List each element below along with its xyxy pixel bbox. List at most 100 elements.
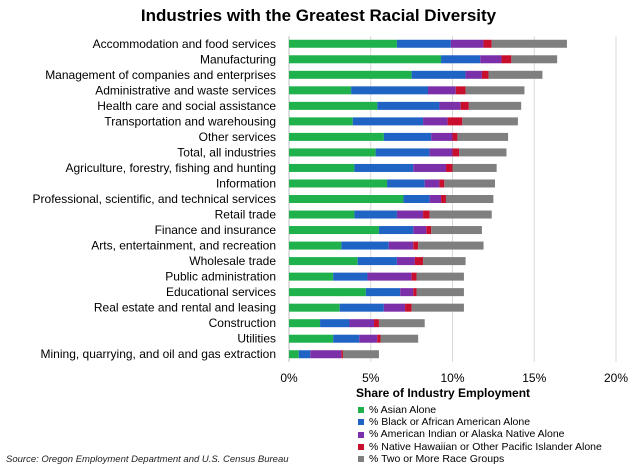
source-note: Source: Oregon Employment Department and… (6, 454, 289, 465)
bar-segment (431, 132, 453, 141)
bar-segment (468, 101, 522, 110)
bar-segment (488, 70, 543, 79)
bar-segment (339, 303, 384, 312)
bar-segment (383, 303, 406, 312)
bar-segment (365, 288, 401, 297)
bar-segment (411, 272, 417, 281)
legend-item: % American Indian or Alaska Native Alone (358, 428, 602, 440)
legend: % Asian Alone% Black or African American… (358, 404, 602, 465)
bar-segment (289, 148, 376, 157)
bar-segment (289, 241, 342, 250)
legend-item: % Two or More Race Groups (358, 453, 602, 465)
bar-segment (377, 101, 440, 110)
bar-segment (289, 101, 378, 110)
bar-segment (403, 195, 430, 203)
bar-segment (396, 39, 451, 48)
bar-segment (439, 101, 461, 110)
category-label: Finance and insurance (155, 223, 277, 237)
category-label: Transportation and warehousing (104, 114, 276, 128)
bar-segment (289, 163, 355, 172)
bar-segment (388, 241, 414, 250)
bar-segment (342, 350, 379, 359)
x-tick-label: 10% (440, 371, 464, 385)
bar-segment (375, 148, 430, 157)
bar-segment (341, 241, 389, 250)
bar-segment (289, 288, 366, 297)
bar-segment (452, 163, 497, 172)
bar-segment (383, 132, 432, 141)
bar-segment (289, 179, 388, 188)
category-label: Educational services (166, 285, 276, 299)
bar-segment (411, 70, 466, 79)
category-label: Arts, entertainment, and recreation (91, 239, 276, 253)
x-tick-label: 20% (604, 371, 628, 385)
legend-item: % Asian Alone (358, 404, 602, 416)
bar-segment (400, 288, 414, 297)
bar-segment (460, 101, 469, 110)
category-label: Wholesale trade (189, 254, 276, 268)
legend-swatch (358, 431, 364, 438)
legend-label: % Asian Alone (369, 404, 437, 416)
bar-segment (423, 210, 430, 219)
bar-segment (445, 195, 494, 203)
bar-segment (480, 55, 502, 64)
bar-segment (380, 334, 419, 343)
bar-segment (441, 55, 481, 64)
bar-segment (289, 86, 352, 95)
bar-segment (491, 39, 567, 48)
bar-segment (413, 226, 427, 235)
x-tick-label: 15% (522, 371, 546, 385)
bar-segment (424, 179, 440, 188)
category-label: Construction (209, 316, 276, 330)
legend-label: % Native Hawaiian or Other Pacific Islan… (369, 440, 602, 453)
chart-title: Industries with the Greatest Racial Dive… (140, 6, 497, 25)
category-label: Retail trade (215, 208, 277, 222)
bar-segment (423, 257, 466, 266)
bar-segment (289, 70, 412, 79)
bar-segment (405, 303, 412, 312)
bar-segment (416, 288, 464, 297)
bar-segment (483, 39, 492, 48)
bar-segment (289, 319, 321, 328)
bar-segment (465, 70, 482, 79)
bar-segment (447, 117, 463, 126)
bar-segment (426, 226, 432, 235)
legend-swatch (358, 407, 364, 414)
bar-segment (367, 272, 412, 281)
bar-segment (413, 241, 419, 250)
bar-segment (310, 350, 342, 359)
bar-segment (377, 334, 381, 343)
bar-segment (354, 210, 397, 219)
bar-segment (289, 334, 334, 343)
bar-segment (457, 132, 509, 141)
category-label: Accommodation and food services (93, 37, 276, 51)
bar-segment (333, 272, 368, 281)
bar-segment (455, 86, 466, 95)
bar-segment (289, 195, 404, 203)
x-tick-label: 5% (362, 371, 380, 385)
category-label: Information (216, 176, 276, 190)
bar-segment (374, 319, 379, 328)
bar-segment (481, 70, 489, 79)
category-label: Real estate and rental and leasing (94, 301, 276, 315)
bar-segment (411, 303, 464, 312)
bar-segment (354, 163, 414, 172)
category-label: Administrative and waste services (95, 83, 276, 97)
category-label: Professional, scientific, and technical … (33, 192, 276, 206)
x-axis-title: Share of Industry Employment (356, 386, 531, 400)
category-label: Total, all industries (177, 145, 276, 159)
bar-segment (429, 195, 442, 203)
bar-segment (289, 55, 442, 64)
bar-segment (452, 148, 460, 157)
bar-segment (289, 39, 397, 48)
bar-segment (427, 86, 456, 95)
bar-segment (511, 55, 558, 64)
bar-segment (429, 210, 492, 219)
bar-segment (289, 257, 358, 266)
bar-segment (429, 148, 453, 157)
bar-segment (289, 132, 384, 141)
bar-segment (501, 55, 512, 64)
legend-label: % American Indian or Alaska Native Alone (369, 428, 565, 441)
bar-segment (396, 210, 424, 219)
